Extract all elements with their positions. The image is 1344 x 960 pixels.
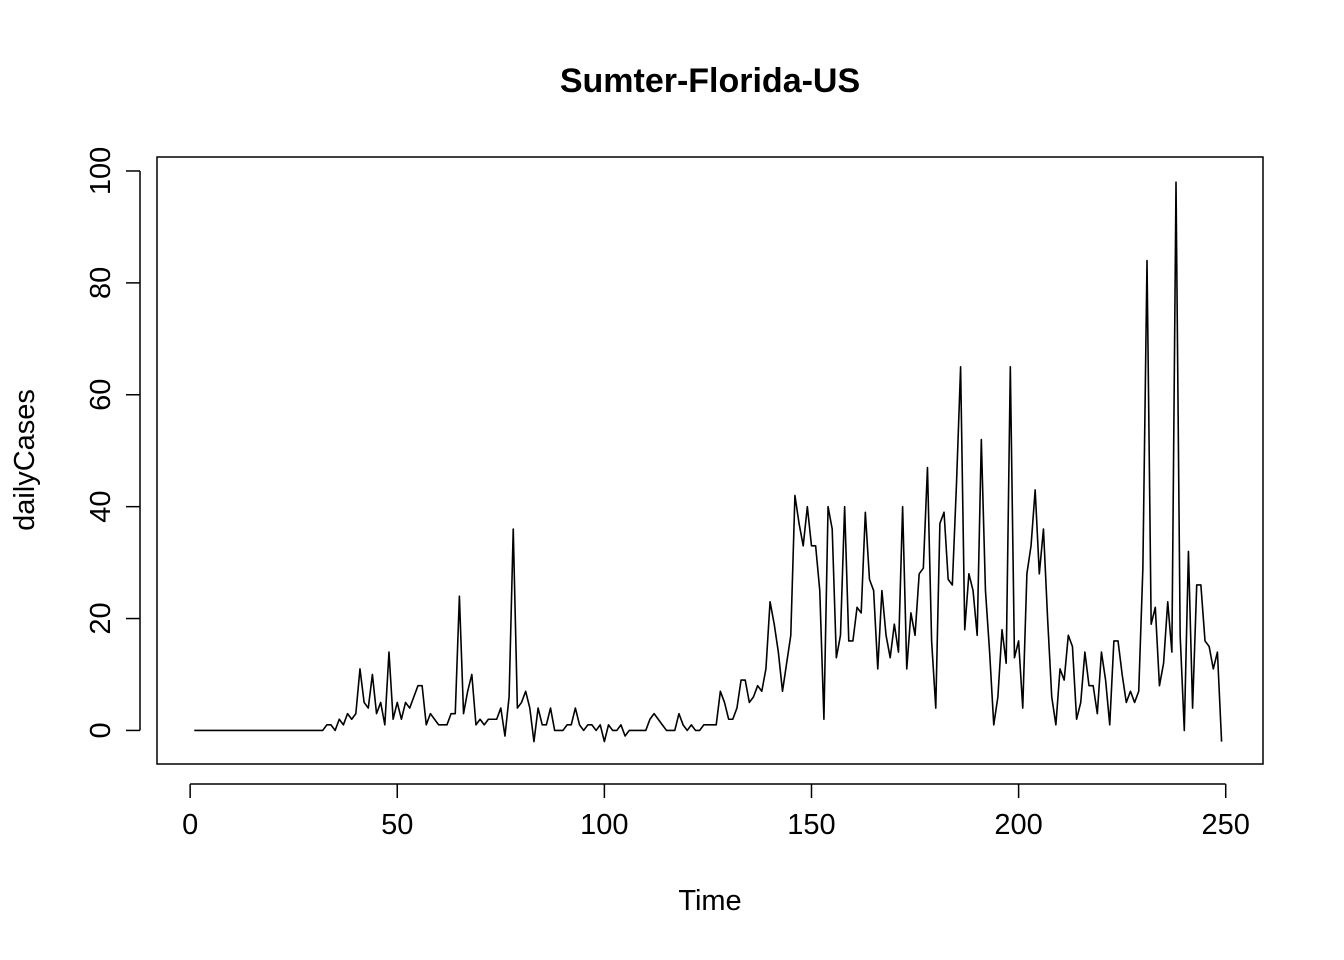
x-axis-label: Time xyxy=(678,885,741,917)
y-tick-label: 80 xyxy=(85,267,117,299)
x-tick-label: 100 xyxy=(580,809,628,841)
plot-frame xyxy=(156,156,1264,765)
y-tick-label: 100 xyxy=(85,147,117,195)
y-tick-label: 60 xyxy=(85,379,117,411)
chart-title: Sumter-Florida-US xyxy=(560,62,860,100)
series-line-dailycases xyxy=(194,181,1223,743)
y-axis: 0 20 40 60 80 100 xyxy=(85,147,141,739)
y-tick-label: 20 xyxy=(85,602,117,634)
x-tick-label: 250 xyxy=(1202,809,1250,841)
y-axis-label: dailyCases xyxy=(9,389,41,531)
x-tick-label: 200 xyxy=(994,809,1042,841)
x-tick-label: 0 xyxy=(182,809,198,841)
x-axis: 0 50 100 150 200 250 xyxy=(182,783,1250,841)
y-tick-label: 40 xyxy=(85,491,117,523)
x-tick-label: 50 xyxy=(381,809,413,841)
y-tick-label: 0 xyxy=(85,722,117,738)
x-tick-label: 150 xyxy=(787,809,835,841)
